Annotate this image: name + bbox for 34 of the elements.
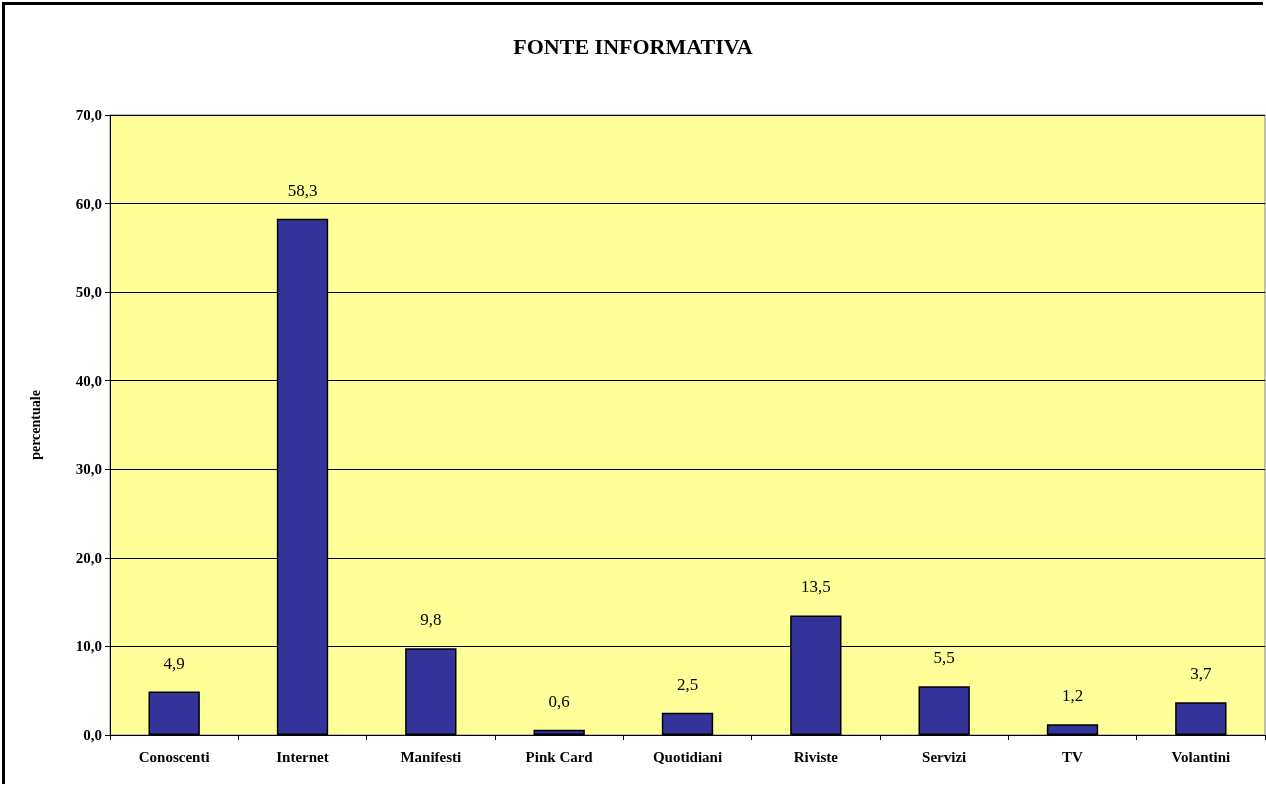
data-label: 2,5	[676, 674, 699, 694]
x-tick-label: Quotidiani	[652, 748, 723, 765]
bar	[148, 691, 200, 735]
y-tick-label: 50,0	[75, 284, 102, 301]
y-tick-label: 10,0	[75, 638, 102, 655]
bar	[918, 686, 970, 735]
data-label: 0,6	[548, 691, 570, 711]
y-tick-label: 20,0	[75, 549, 102, 566]
y-tick-label: 0,0	[83, 727, 102, 743]
x-tick-label: Conoscenti	[138, 748, 210, 765]
data-label: 58,3	[287, 180, 318, 200]
x-tick-label: Servizi	[922, 748, 967, 765]
x-tick-label: Internet	[276, 748, 329, 765]
x-tick-label: Riviste	[793, 748, 839, 765]
x-tick-label: Volantini	[1171, 748, 1231, 765]
x-tick-label: Pink Card	[525, 748, 594, 765]
data-label: 5,5	[933, 648, 955, 668]
bar	[1175, 702, 1227, 735]
bar	[661, 712, 714, 735]
data-label: 3,7	[1190, 664, 1212, 684]
chart-title: FONTE INFORMATIVA	[513, 33, 753, 59]
data-label: 9,8	[420, 610, 442, 630]
data-label: 1,2	[1061, 686, 1084, 706]
y-tick-label: 30,0	[75, 461, 102, 478]
bar	[533, 729, 585, 735]
data-label: 4,9	[163, 653, 185, 673]
y-tick-label: 70,0	[75, 107, 102, 123]
y-axis-title: percentuale	[27, 390, 43, 460]
bar	[1046, 724, 1099, 735]
data-label: 13,5	[800, 577, 831, 597]
x-tick-label: Manifesti	[400, 748, 462, 765]
y-tick-label: 40,0	[75, 372, 102, 389]
x-tick-label: TV	[1062, 748, 1084, 765]
y-tick-label: 60,0	[75, 195, 102, 212]
